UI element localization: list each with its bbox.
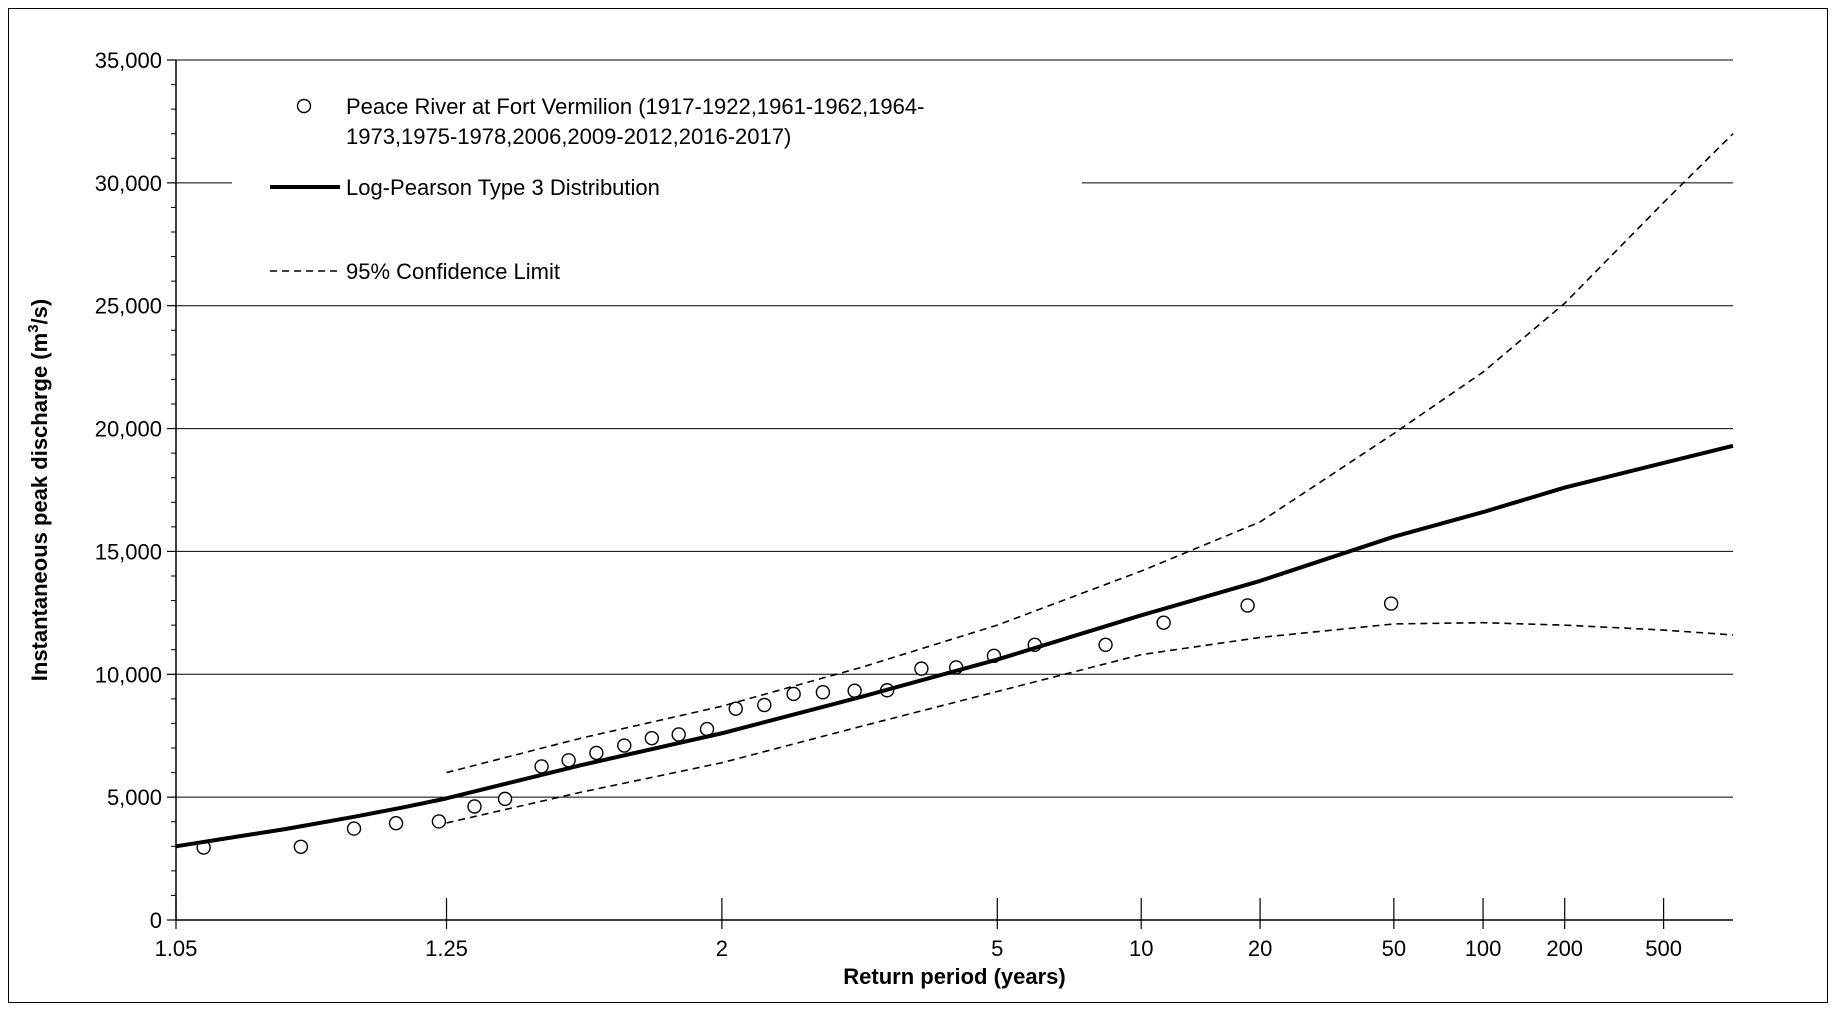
observed-point bbox=[589, 745, 604, 761]
y-tick-label: 25,000 bbox=[95, 294, 162, 319]
observed-point bbox=[293, 839, 309, 854]
y-tick-label: 35,000 bbox=[95, 48, 162, 73]
lp3-distribution-line bbox=[175, 443, 1734, 849]
legend-circle-marker bbox=[296, 98, 312, 114]
observed-point bbox=[431, 814, 447, 829]
y-tick-label: 30,000 bbox=[95, 171, 162, 196]
y-tick-label: 20,000 bbox=[95, 417, 162, 442]
y-axis-title-end: /s) bbox=[27, 299, 52, 325]
observed-point bbox=[671, 727, 686, 742]
observed-point bbox=[497, 791, 513, 807]
y-tick-label: 0 bbox=[150, 908, 162, 933]
observed-point bbox=[388, 815, 404, 831]
legend-label: Peace River at Fort Vermilion (1917-1922… bbox=[346, 94, 924, 119]
y-tick-label: 10,000 bbox=[95, 662, 162, 687]
x-tick-label: 10 bbox=[1129, 936, 1153, 961]
observed-point bbox=[644, 730, 660, 746]
observed-point bbox=[1156, 615, 1171, 630]
observed-point bbox=[757, 697, 772, 713]
legend-label: 1973,1975-1978,2006,2009-2012,2016-2017) bbox=[346, 124, 791, 149]
x-tick-label: 500 bbox=[1645, 936, 1682, 961]
y-tick-label: 5,000 bbox=[107, 785, 162, 810]
x-tick-label: 1.05 bbox=[155, 936, 198, 961]
observed-point bbox=[815, 685, 831, 700]
legend-label: Log-Pearson Type 3 Distribution bbox=[346, 175, 660, 200]
observed-point bbox=[914, 661, 929, 676]
confidence-limit-line-ci_lower bbox=[446, 621, 1734, 824]
observed-point bbox=[1240, 598, 1255, 613]
confidence-limit-line-ci_upper bbox=[446, 133, 1734, 774]
x-tick-label: 1.25 bbox=[425, 936, 468, 961]
observed-point bbox=[534, 759, 549, 774]
y-axis-title: Instantaneous peak discharge (m3/s) bbox=[25, 299, 52, 681]
y-axis-title-superscript: 3 bbox=[25, 324, 42, 332]
observed-point bbox=[1098, 637, 1113, 652]
series-layer bbox=[175, 133, 1734, 855]
x-tick-label: 5 bbox=[991, 936, 1003, 961]
observed-point bbox=[346, 821, 362, 836]
observed-point bbox=[617, 738, 632, 753]
legend-label: 95% Confidence Limit bbox=[346, 259, 560, 284]
legend: Peace River at Fort Vermilion (1917-1922… bbox=[232, 80, 1082, 290]
tick-labels: 0 5,000 10,000 15,000 20,000 25,000 30,000 35,0… bbox=[95, 48, 1682, 961]
x-tick-label: 2 bbox=[716, 936, 728, 961]
x-tick-label: 20 bbox=[1248, 936, 1272, 961]
observed-point bbox=[786, 686, 801, 702]
observed-point bbox=[1383, 596, 1399, 611]
observed-point bbox=[467, 799, 482, 814]
axes bbox=[175, 60, 1733, 921]
x-tick-label: 100 bbox=[1465, 936, 1502, 961]
x-axis-title: Return period (years) bbox=[843, 964, 1066, 989]
observed-point bbox=[561, 753, 576, 768]
x-tick-label: 200 bbox=[1546, 936, 1583, 961]
y-axis-title-main: Instantaneous peak discharge (m bbox=[27, 333, 52, 681]
y-tick-label: 15,000 bbox=[95, 539, 162, 564]
chart-frame bbox=[8, 8, 1828, 1003]
legend-background bbox=[232, 80, 1082, 290]
x-tick-label: 50 bbox=[1382, 936, 1406, 961]
observed-point bbox=[728, 701, 743, 716]
